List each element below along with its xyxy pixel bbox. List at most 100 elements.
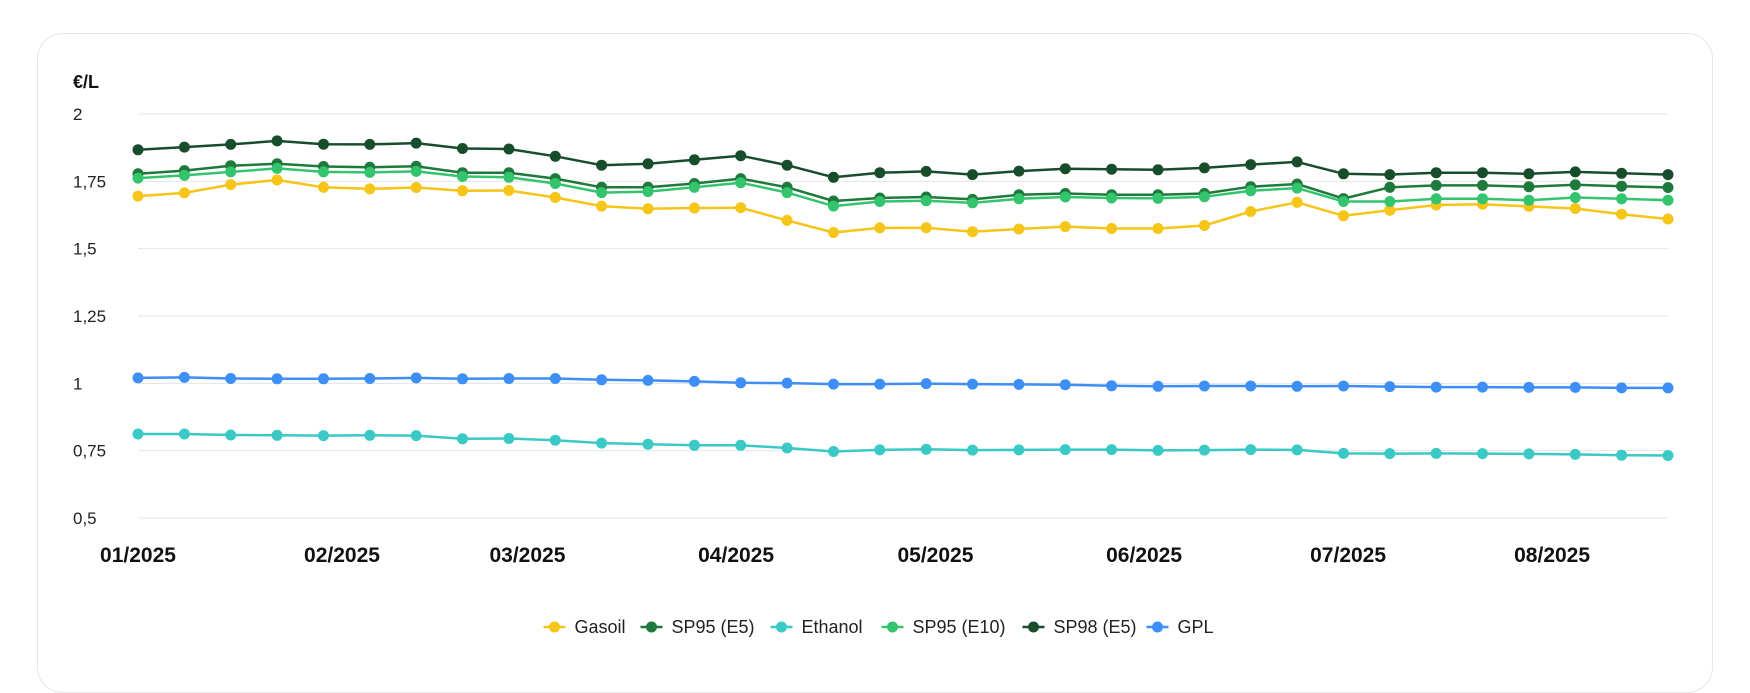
data-point[interactable] [1059,379,1071,391]
data-point[interactable] [1569,448,1581,460]
data-point[interactable] [1059,221,1071,233]
legend-item-gpl[interactable]: GPL [1146,617,1214,637]
data-point[interactable] [1662,450,1674,461]
data-point[interactable] [318,138,329,150]
data-point[interactable] [178,187,190,199]
data-point[interactable] [364,138,376,150]
data-point[interactable] [1106,444,1118,456]
data-point[interactable] [178,428,190,440]
legend-item-sp98-e5[interactable]: SP98 (E5) [1022,617,1137,637]
data-point[interactable] [178,141,190,153]
data-point[interactable] [1616,382,1628,394]
data-point[interactable] [1059,163,1071,175]
data-point[interactable] [1430,179,1442,191]
data-point[interactable] [1198,380,1210,392]
data-point[interactable] [1569,381,1581,393]
data-point[interactable] [457,433,468,445]
data-point[interactable] [1477,381,1488,393]
data-point[interactable] [225,373,237,384]
data-point[interactable] [781,187,793,199]
data-point[interactable] [503,171,515,183]
data-point[interactable] [874,167,886,179]
data-point[interactable] [1523,181,1535,193]
data-point[interactable] [596,200,608,212]
data-point[interactable] [1569,203,1581,214]
data-point[interactable] [1662,382,1674,394]
data-point[interactable] [967,226,978,238]
data-point[interactable] [1245,206,1257,217]
data-point[interactable] [178,169,190,181]
data-point[interactable] [642,438,654,450]
data-point[interactable] [549,178,561,189]
data-point[interactable] [318,181,329,193]
legend-item-sp95-e5[interactable]: SP95 (E5) [640,617,755,637]
data-point[interactable] [1569,179,1581,191]
data-point[interactable] [1430,381,1442,393]
data-point[interactable] [1384,169,1396,181]
data-point[interactable] [874,196,886,207]
data-point[interactable] [1106,223,1118,234]
data-point[interactable] [781,159,793,171]
data-point[interactable] [1384,181,1396,193]
legend-item-ethanol[interactable]: Ethanol [770,617,863,637]
data-point[interactable] [735,177,747,189]
data-point[interactable] [781,442,793,454]
data-point[interactable] [1291,380,1303,392]
data-point[interactable] [225,138,237,150]
data-point[interactable] [132,172,144,184]
data-point[interactable] [1384,448,1396,460]
data-point[interactable] [1338,447,1349,459]
data-point[interactable] [549,434,561,446]
data-point[interactable] [596,374,608,386]
data-point[interactable] [828,200,839,212]
data-point[interactable] [178,371,190,383]
data-point[interactable] [225,179,237,191]
data-point[interactable] [1245,159,1257,171]
data-point[interactable] [1059,191,1071,203]
data-point[interactable] [318,430,329,442]
data-point[interactable] [1245,444,1257,456]
data-point[interactable] [1013,165,1025,177]
data-point[interactable] [688,154,700,166]
data-point[interactable] [735,150,747,162]
data-point[interactable] [1477,167,1488,179]
data-point[interactable] [271,135,283,147]
data-point[interactable] [828,171,839,183]
data-point[interactable] [1430,447,1442,459]
data-point[interactable] [410,182,422,193]
data-point[interactable] [735,377,747,389]
data-point[interactable] [1662,194,1674,206]
data-point[interactable] [920,165,932,177]
data-point[interactable] [1106,380,1118,392]
data-point[interactable] [271,373,283,385]
data-point[interactable] [642,374,654,386]
data-point[interactable] [781,214,793,226]
data-point[interactable] [1245,380,1257,392]
data-point[interactable] [1338,210,1349,222]
data-point[interactable] [364,373,376,384]
data-point[interactable] [596,437,608,449]
data-point[interactable] [1616,449,1628,461]
data-point[interactable] [457,143,468,154]
data-point[interactable] [596,187,608,199]
data-point[interactable] [1013,378,1025,390]
data-point[interactable] [967,378,978,390]
data-point[interactable] [410,372,422,384]
data-point[interactable] [1338,168,1349,180]
data-point[interactable] [1523,194,1535,206]
data-point[interactable] [688,439,700,451]
data-point[interactable] [688,375,700,387]
data-point[interactable] [457,185,468,197]
data-point[interactable] [642,203,654,215]
data-point[interactable] [271,429,283,441]
data-point[interactable] [1430,193,1442,205]
data-point[interactable] [1338,380,1349,392]
data-point[interactable] [920,195,932,207]
data-point[interactable] [1013,223,1025,235]
data-point[interactable] [503,373,515,384]
data-point[interactable] [132,372,144,384]
data-point[interactable] [271,162,283,174]
data-point[interactable] [271,174,283,186]
data-point[interactable] [1106,192,1118,204]
data-point[interactable] [828,227,839,238]
